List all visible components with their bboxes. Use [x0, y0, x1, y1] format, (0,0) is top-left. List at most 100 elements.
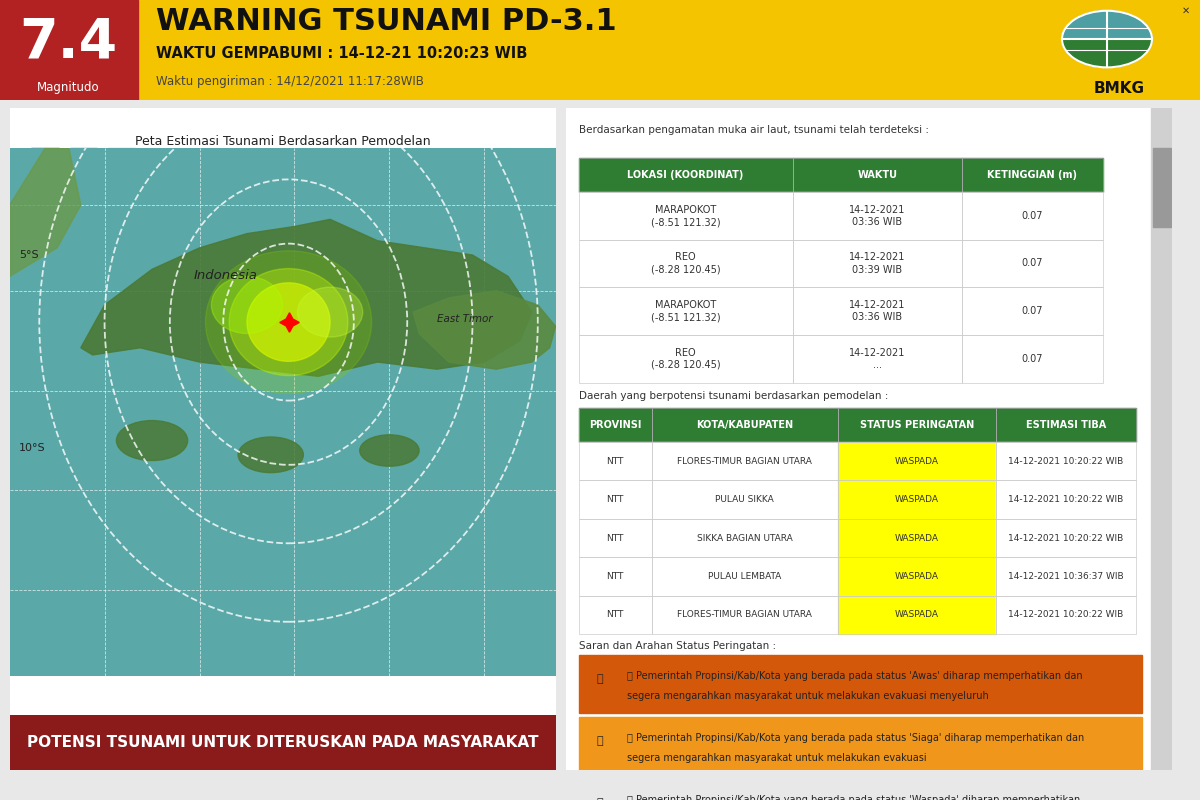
Ellipse shape [238, 437, 304, 473]
Bar [652, 481, 838, 519]
Text: 14-12-2021
03:36 WIB: 14-12-2021 03:36 WIB [850, 205, 906, 227]
Polygon shape [1062, 10, 1152, 39]
Bar [578, 718, 1142, 775]
Text: 7.4: 7.4 [19, 15, 118, 69]
Bar [838, 595, 996, 634]
Text: Daerah yang berpotensi tsunami berdasarkan pemodelan :: Daerah yang berpotensi tsunami berdasark… [578, 391, 888, 401]
Text: 5°S: 5°S [19, 250, 38, 260]
Bar [838, 408, 996, 442]
Ellipse shape [298, 287, 362, 337]
Bar [578, 335, 793, 382]
Bar [961, 192, 1103, 240]
Bar [996, 408, 1136, 442]
Bar [70, 147, 97, 166]
Text: FLORES-TIMUR BAGIAN UTARA: FLORES-TIMUR BAGIAN UTARA [677, 610, 812, 619]
Polygon shape [80, 219, 532, 376]
Bar [961, 335, 1103, 382]
Polygon shape [10, 148, 80, 277]
Text: POTENSI TSUNAMI UNTUK DITERUSKAN PADA MASYARAKAT: POTENSI TSUNAMI UNTUK DITERUSKAN PADA MA… [26, 735, 539, 750]
Bar [793, 192, 961, 240]
Text: Saran dan Arahan Status Peringatan :: Saran dan Arahan Status Peringatan : [578, 641, 775, 650]
Text: NTT: NTT [606, 610, 624, 619]
Bar [578, 481, 652, 519]
Ellipse shape [229, 269, 348, 376]
Bar [793, 287, 961, 335]
Bar [1153, 148, 1170, 227]
Bar [578, 240, 793, 287]
Text: NTT: NTT [606, 495, 624, 504]
Text: 14-12-2021 10:20:22 WIB: 14-12-2021 10:20:22 WIB [1008, 610, 1123, 619]
Bar [793, 335, 961, 382]
Text: WASPADA: WASPADA [895, 534, 938, 542]
Bar [996, 558, 1136, 595]
Bar [578, 335, 793, 382]
Bar [793, 192, 961, 240]
Ellipse shape [211, 277, 283, 334]
Bar [793, 287, 961, 335]
Text: Indonesia: Indonesia [193, 270, 258, 282]
Text: ✕: ✕ [1181, 6, 1189, 16]
Bar [578, 442, 652, 481]
Text: PULAU LEMBATA: PULAU LEMBATA [708, 572, 781, 581]
Text: PULAU SIKKA: PULAU SIKKA [715, 495, 774, 504]
Text: Peta Estimasi Tsunami Berdasarkan Pemodelan: Peta Estimasi Tsunami Berdasarkan Pemode… [134, 135, 431, 148]
Text: East Timor: East Timor [437, 314, 492, 324]
Bar [793, 335, 961, 382]
Ellipse shape [205, 250, 372, 394]
Text: REO
(-8.28 120.45): REO (-8.28 120.45) [650, 252, 720, 274]
Bar [961, 158, 1103, 192]
Circle shape [1062, 10, 1152, 67]
Bar [652, 558, 838, 595]
Text: STATUS PERINGATAN: STATUS PERINGATAN [859, 420, 973, 430]
Text: ESTIMASI TIBA: ESTIMASI TIBA [1026, 420, 1106, 430]
Bar [838, 481, 996, 519]
Text: 0.07: 0.07 [1021, 354, 1043, 364]
Bar [578, 158, 793, 192]
Bar [996, 519, 1136, 558]
Text: 14-12-2021 10:20:22 WIB: 14-12-2021 10:20:22 WIB [1008, 495, 1123, 504]
Text: 14-12-2021
...: 14-12-2021 ... [850, 347, 906, 370]
Bar [578, 287, 793, 335]
Text: WASPADA: WASPADA [895, 572, 938, 581]
Text: segera mengarahkan masyarakat untuk melakukan evakuasi: segera mengarahkan masyarakat untuk mela… [628, 754, 926, 763]
Text: 📢 Pemerintah Propinsi/Kab/Kota yang berada pada status 'Waspada' diharap memperh: 📢 Pemerintah Propinsi/Kab/Kota yang bera… [628, 795, 1080, 800]
Bar [578, 655, 1142, 714]
Bar [838, 481, 996, 519]
Text: WAKTU: WAKTU [857, 170, 898, 180]
Bar [652, 595, 838, 634]
Bar [578, 595, 652, 634]
Bar [578, 192, 793, 240]
Bar [652, 595, 838, 634]
Text: Berdasarkan pengamatan muka air laut, tsunami telah terdeteksi :: Berdasarkan pengamatan muka air laut, ts… [578, 125, 929, 134]
Bar [578, 408, 652, 442]
Bar [996, 595, 1136, 634]
Bar [0, 0, 138, 100]
Text: 📢: 📢 [596, 736, 604, 746]
Bar [793, 240, 961, 287]
Text: 📢: 📢 [596, 674, 604, 684]
Bar [578, 558, 652, 595]
Bar [961, 240, 1103, 287]
Bar [793, 240, 961, 287]
Text: Magnitudo: Magnitudo [37, 81, 100, 94]
Bar [652, 519, 838, 558]
Bar [838, 442, 996, 481]
Polygon shape [413, 290, 556, 369]
Text: 14-12-2021 10:20:22 WIB: 14-12-2021 10:20:22 WIB [1008, 534, 1123, 542]
Text: WASPADA: WASPADA [895, 495, 938, 504]
Bar [108, 147, 136, 166]
Bar [996, 442, 1136, 481]
Text: 📢 Pemerintah Propinsi/Kab/Kota yang berada pada status 'Awas' diharap memperhati: 📢 Pemerintah Propinsi/Kab/Kota yang bera… [628, 671, 1082, 681]
Bar [652, 558, 838, 595]
Bar [578, 287, 793, 335]
Bar [961, 240, 1103, 287]
Bar [961, 192, 1103, 240]
Text: 0.07: 0.07 [1021, 258, 1043, 269]
Text: KOTA/KABUPATEN: KOTA/KABUPATEN [696, 420, 793, 430]
Bar [996, 408, 1136, 442]
Bar [793, 158, 961, 192]
Bar [793, 158, 961, 192]
Bar [838, 558, 996, 595]
Text: segera mengarahkan masyarakat untuk melakukan evakuasi menyeluruh: segera mengarahkan masyarakat untuk mela… [628, 691, 989, 702]
Bar [838, 442, 996, 481]
